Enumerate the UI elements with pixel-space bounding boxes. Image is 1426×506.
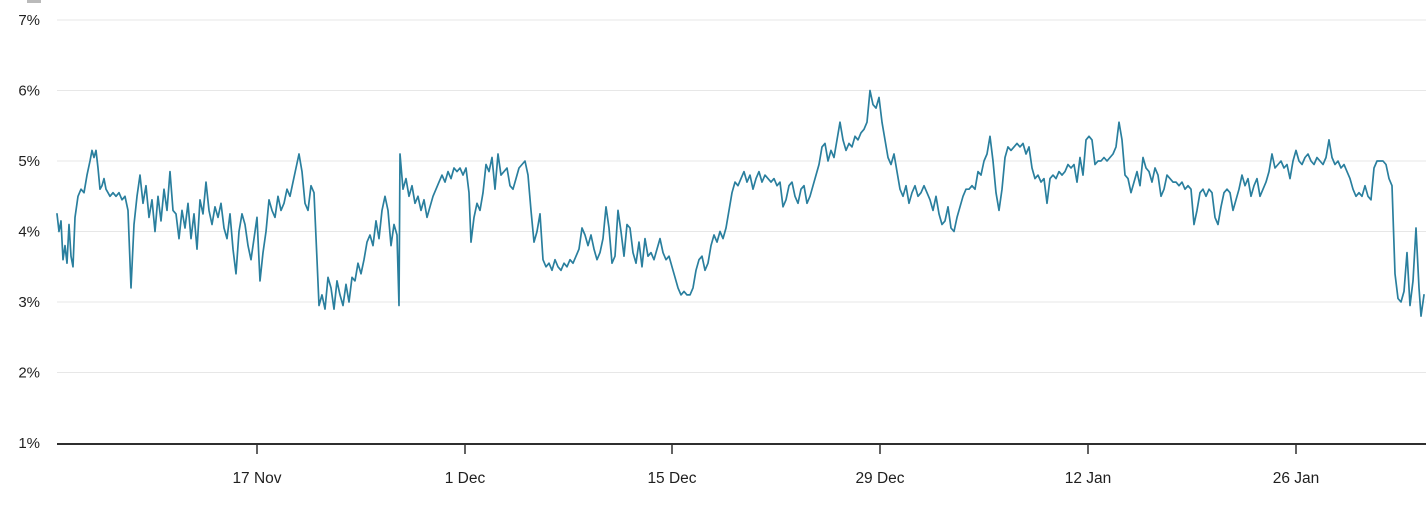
x-axis-label: 17 Nov [232, 470, 281, 487]
y-axis-label: 5% [18, 153, 40, 170]
y-axis-label: 3% [18, 294, 40, 311]
data-series-line[interactable] [56, 89, 1425, 317]
y-axis-label: 4% [18, 224, 40, 241]
x-axis-label: 29 Dec [855, 470, 904, 487]
y-axis-label: 2% [18, 365, 40, 382]
y-axis-label: 7% [18, 12, 40, 29]
y-axis-label: 6% [18, 83, 40, 100]
x-axis-label: 1 Dec [445, 470, 486, 487]
x-axis-label: 15 Dec [647, 470, 696, 487]
x-axis-label: 12 Jan [1065, 470, 1112, 487]
y-axis-label: 1% [18, 435, 40, 452]
cropped-ui-fragment [27, 0, 41, 3]
x-axis-label: 26 Jan [1273, 470, 1320, 487]
